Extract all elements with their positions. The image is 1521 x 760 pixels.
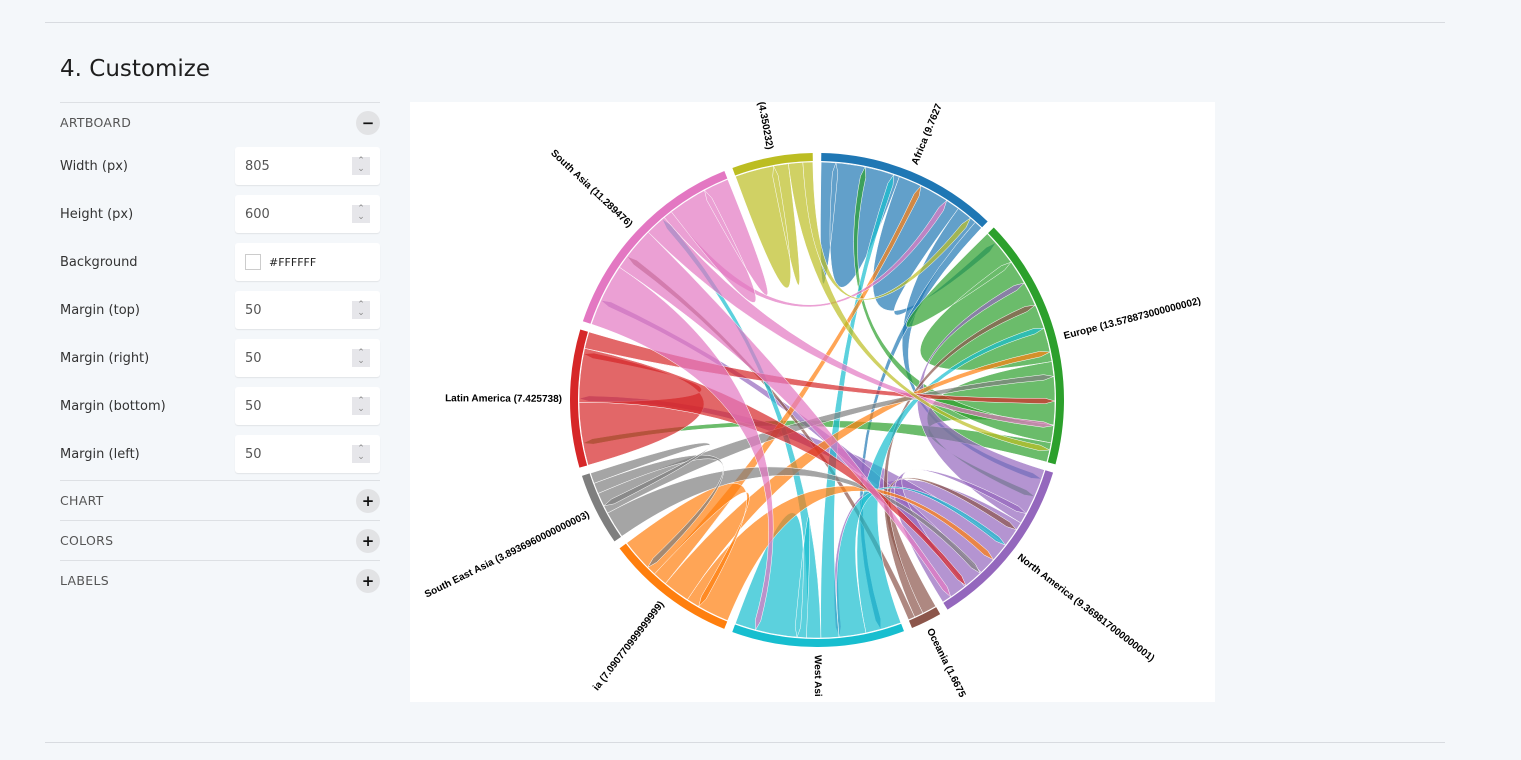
field-value: 50 [245, 446, 262, 462]
group-label: West Asi [812, 655, 823, 697]
field-row: Margin (right) 50 ⌃ ⌄ [60, 334, 380, 382]
spinner-icon[interactable]: ⌃ ⌄ [352, 157, 370, 175]
group-arc [821, 153, 988, 228]
group-arc [988, 227, 1064, 465]
number-input[interactable]: 600 ⌃ ⌄ [235, 195, 380, 233]
field-value: 50 [245, 350, 262, 366]
ribbon [894, 469, 1028, 603]
field-label: Width (px) [60, 158, 128, 174]
section-chart[interactable]: CHART + [60, 480, 380, 520]
page-title: 4. Customize [60, 56, 210, 82]
group-arc [619, 543, 728, 629]
ribbon [593, 454, 725, 569]
group-label: Oceania (1.6675 [924, 627, 968, 700]
field-row: Background #FFFFFF [60, 238, 380, 286]
top-divider [45, 22, 1445, 23]
section-labels[interactable]: LABELS + [60, 560, 380, 600]
ribbon [647, 217, 1055, 428]
artboard-label: ARTBOARD [60, 115, 132, 130]
group-arc [732, 153, 813, 176]
field-row: Margin (bottom) 50 ⌃ ⌄ [60, 382, 380, 430]
field-row: Margin (left) 50 ⌃ ⌄ [60, 430, 380, 478]
group-label: (4.350232) [755, 102, 775, 150]
field-value: 600 [245, 206, 270, 222]
collapse-icon[interactable]: − [356, 110, 380, 135]
ribbon [671, 179, 768, 303]
ribbon [735, 512, 811, 639]
ribbon [802, 161, 972, 301]
artboard: Africa (9.7627 Europe (13.578873000000002… [410, 102, 1215, 702]
group-arc [581, 473, 622, 542]
field-label: Background [60, 254, 138, 270]
field-row: Height (px) 600 ⌃ ⌄ [60, 190, 380, 238]
spinner-icon[interactable]: ⌃ ⌄ [352, 301, 370, 319]
field-row: Margin (top) 50 ⌃ ⌄ [60, 286, 380, 334]
field-label: Margin (top) [60, 302, 140, 318]
ribbon [856, 327, 1045, 634]
expand-icon[interactable]: + [356, 488, 380, 513]
field-label: Margin (left) [60, 446, 140, 462]
artboard-section-header[interactable]: ARTBOARD − [60, 102, 380, 142]
spinner-icon[interactable]: ⌃ ⌄ [352, 349, 370, 367]
spinner-icon[interactable]: ⌃ ⌄ [352, 397, 370, 415]
expand-icon[interactable]: + [356, 568, 380, 593]
ribbon [584, 331, 1056, 404]
field-value: 50 [245, 302, 262, 318]
field-label: Margin (bottom) [60, 398, 166, 414]
field-row: Width (px) 805 ⌃ ⌄ [60, 142, 380, 190]
color-swatch[interactable] [245, 254, 261, 270]
group-label: Europe (13.578873000000002) [1063, 296, 1202, 342]
ribbon [591, 266, 774, 631]
spinner-icon[interactable]: ⌃ ⌄ [352, 205, 370, 223]
group-label: Africa (9.7627 [910, 102, 945, 167]
field-label: Height (px) [60, 206, 134, 222]
group-label: North America (9.369817000000001) [1015, 552, 1156, 664]
background-color-input[interactable]: #FFFFFF [235, 243, 380, 281]
expand-icon[interactable]: + [356, 528, 380, 553]
section-label: CHART [60, 493, 104, 508]
ribbon [590, 442, 711, 507]
group-label: South East Asia (3.8936960000000003) [423, 509, 591, 600]
number-input[interactable]: 50 ⌃ ⌄ [235, 435, 380, 473]
section-colors[interactable]: COLORS + [60, 520, 380, 560]
ribbon [853, 165, 1054, 444]
ribbon [687, 485, 995, 621]
field-value: 50 [245, 398, 262, 414]
group-arc [732, 623, 904, 647]
group-arc [908, 607, 941, 628]
customize-panel: ARTBOARD − Width (px) 805 ⌃ ⌄ Height (px)… [60, 102, 380, 600]
group-label: Latin America (7.425738) [445, 393, 562, 405]
section-label: COLORS [60, 533, 114, 548]
number-input[interactable]: 50 ⌃ ⌄ [235, 387, 380, 425]
ribbon [626, 482, 750, 608]
bottom-divider [45, 742, 1445, 743]
group-arc [943, 470, 1054, 610]
spinner-icon[interactable]: ⌃ ⌄ [352, 445, 370, 463]
ribbon [883, 304, 1037, 618]
field-label: Margin (right) [60, 350, 150, 366]
chord-diagram: Africa (9.7627 Europe (13.578873000000002… [423, 102, 1202, 700]
number-input[interactable]: 50 ⌃ ⌄ [235, 291, 380, 329]
ribbon [905, 233, 1053, 371]
ribbon [619, 231, 952, 598]
group-arc [582, 171, 728, 324]
field-value: #FFFFFF [269, 255, 317, 269]
number-input[interactable]: 50 ⌃ ⌄ [235, 339, 380, 377]
field-value: 805 [245, 158, 270, 174]
group-arc [570, 329, 588, 468]
group-label: ia (7.090770999999999) [591, 599, 667, 693]
group-label: South Asia (11.289476) [548, 148, 634, 230]
ribbon [836, 486, 1007, 638]
number-input[interactable]: 805 ⌃ ⌄ [235, 147, 380, 185]
section-label: LABELS [60, 573, 109, 588]
